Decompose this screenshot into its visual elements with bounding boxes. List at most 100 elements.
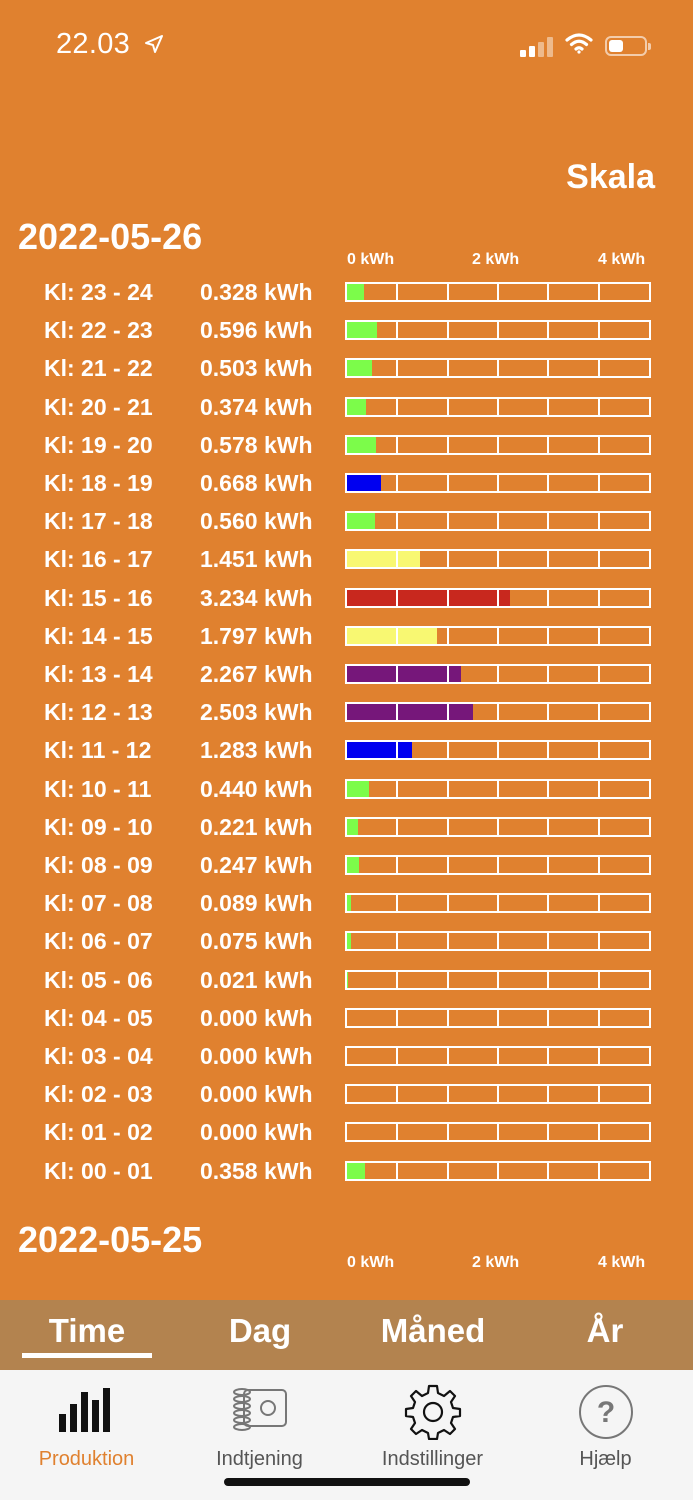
hour-row: Kl: 05 - 06 0.021 kWh	[0, 961, 693, 999]
hour-row: Kl: 21 - 22 0.503 kWh	[0, 349, 693, 387]
tab-ar[interactable]: År	[586, 1312, 624, 1349]
hour-row: Kl: 09 - 10 0.221 kWh	[0, 808, 693, 846]
bar-gridline	[547, 398, 550, 415]
hour-bar	[345, 931, 651, 952]
bar-gridline	[597, 857, 600, 873]
hour-bar-fill	[347, 780, 370, 797]
hour-row: Kl: 12 - 13 2.503 kWh	[0, 693, 693, 731]
hour-bar	[345, 969, 651, 990]
bar-gridline	[446, 857, 449, 873]
bar-gridline	[396, 1162, 399, 1179]
bar-gridline	[497, 1048, 499, 1064]
hour-bar-fill	[347, 933, 351, 950]
hour-bar	[345, 778, 651, 799]
bar-gridline	[547, 971, 550, 988]
bar-gridline	[396, 360, 399, 377]
bar-gridline	[446, 933, 449, 950]
hour-bar	[345, 473, 651, 493]
svg-text:?: ?	[596, 1396, 614, 1429]
period-tab-bar: Time Dag Måned År	[0, 1300, 693, 1370]
bar-gridline	[597, 1162, 600, 1179]
bar-gridline	[597, 1124, 600, 1141]
hour-row: Kl: 00 - 01 0.358 kWh	[0, 1152, 693, 1190]
location-arrow-icon	[144, 29, 164, 62]
tab-dag[interactable]: Dag	[228, 1312, 292, 1349]
nav-produktion[interactable]: Produktion	[0, 1370, 173, 1480]
nav-indtjening[interactable]: Indtjening	[173, 1370, 346, 1480]
bar-gridline	[497, 818, 499, 835]
bar-gridline	[597, 933, 600, 950]
hour-bar-fill	[347, 436, 377, 453]
hour-value: 0.075 kWh	[200, 928, 313, 955]
status-time: 22.03	[56, 28, 164, 62]
active-tab-underline	[22, 1353, 152, 1358]
bar-gridline	[547, 818, 550, 835]
bar-gridline	[396, 742, 399, 759]
bar-gridline	[446, 627, 449, 644]
bar-gridline	[497, 589, 499, 606]
hour-bar-fill	[347, 704, 473, 721]
bar-gridline	[497, 780, 499, 797]
hour-bar	[345, 893, 651, 914]
bar-gridline	[446, 1009, 449, 1026]
home-indicator	[224, 1478, 470, 1486]
hour-row: Kl: 20 - 21 0.374 kWh	[0, 388, 693, 426]
hour-bar	[345, 740, 651, 761]
bar-gridline	[597, 436, 600, 453]
hour-bar	[345, 702, 651, 723]
nav-hjaelp[interactable]: ? Hjælp	[519, 1370, 692, 1480]
hour-value: 0.668 kWh	[200, 470, 313, 496]
bar-gridline	[396, 1124, 399, 1141]
bar-gridline	[597, 895, 600, 912]
bar-gridline	[446, 322, 449, 339]
bar-gridline	[597, 666, 600, 682]
nav-indstillinger[interactable]: Indstillinger	[346, 1370, 519, 1480]
bar-gridline	[597, 627, 600, 644]
bar-gridline	[597, 360, 600, 377]
bar-gridline	[597, 322, 600, 339]
hour-value: 0.358 kWh	[200, 1157, 313, 1184]
hour-label: Kl: 19 - 20	[44, 431, 153, 458]
hour-bar-fill	[347, 322, 377, 339]
bar-gridline	[446, 895, 449, 912]
hour-label: Kl: 14 - 15	[44, 622, 153, 649]
bar-gridline	[497, 666, 499, 682]
bar-gridline	[497, 895, 499, 912]
bar-gridline	[547, 1162, 550, 1179]
bar-gridline	[547, 360, 550, 377]
hour-bar	[345, 587, 651, 608]
bar-gridline	[396, 780, 399, 797]
bar-gridline	[597, 818, 600, 835]
hour-row: Kl: 22 - 23 0.596 kWh	[0, 311, 693, 349]
bar-gridline	[597, 513, 600, 530]
bar-gridline	[446, 398, 449, 415]
bar-gridline	[446, 818, 449, 835]
hour-bar-fill	[347, 971, 349, 988]
nav-label: Indstillinger	[381, 1448, 484, 1470]
bar-gridline	[547, 1086, 550, 1103]
hour-row: Kl: 08 - 09 0.247 kWh	[0, 846, 693, 884]
hour-bar	[345, 664, 651, 684]
hour-label: Kl: 08 - 09	[44, 852, 153, 878]
bar-gridline	[497, 436, 499, 453]
battery-icon	[605, 35, 651, 56]
bar-gridline	[547, 589, 550, 606]
bar-gridline	[396, 436, 399, 453]
hour-bar	[345, 816, 651, 837]
bar-gridline	[547, 513, 550, 530]
hour-bar	[345, 1007, 651, 1028]
tab-maned[interactable]: Måned	[380, 1312, 486, 1349]
bar-gridline	[396, 666, 399, 682]
hour-label: Kl: 01 - 02	[44, 1119, 153, 1146]
bar-gridline	[597, 971, 600, 988]
hour-label: Kl: 02 - 03	[44, 1081, 153, 1108]
bar-gridline	[497, 513, 499, 530]
bar-gridline	[547, 627, 550, 644]
nav-label: Indtjening	[216, 1448, 303, 1470]
tab-time[interactable]: Time	[48, 1312, 126, 1349]
hour-row: Kl: 10 - 11 0.440 kWh	[0, 770, 693, 808]
hour-label: Kl: 00 - 01	[44, 1157, 153, 1184]
bar-gridline	[446, 666, 449, 682]
gear-icon	[404, 1384, 461, 1440]
scale-button[interactable]: Skala	[566, 158, 655, 196]
